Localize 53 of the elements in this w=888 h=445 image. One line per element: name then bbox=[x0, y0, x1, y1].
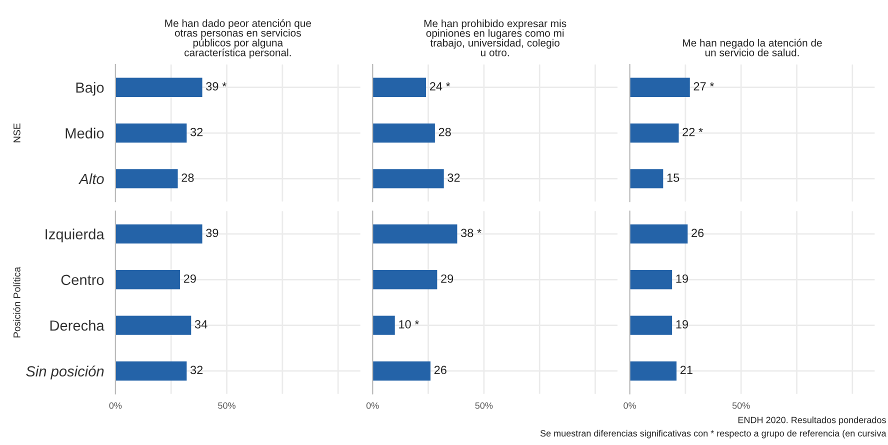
data-label: 32 bbox=[448, 174, 460, 182]
chart-title: Me han dado peor atención que otras personas en servicios públicos por alguna característica personal. bbox=[165, 19, 311, 58]
bar bbox=[115, 224, 202, 244]
data-label: 10 * bbox=[399, 320, 420, 328]
bar bbox=[630, 316, 672, 335]
data-label: 32 bbox=[190, 366, 203, 374]
chart-title: Me han negado la atención de un servicio de salud. bbox=[683, 38, 822, 56]
data-label: 34 bbox=[194, 320, 208, 328]
data-label: 39 * bbox=[206, 82, 226, 91]
data-label: 21 bbox=[680, 366, 692, 374]
data-label: 29 bbox=[184, 274, 196, 283]
y-axis-title: NSE bbox=[13, 123, 20, 142]
y-tick-label: Derecha bbox=[50, 320, 104, 331]
x-tick-label: 0% bbox=[366, 402, 379, 409]
data-label: 15 bbox=[667, 174, 680, 182]
y-tick-label: Sin posición bbox=[26, 366, 104, 380]
data-label: 38 * bbox=[461, 228, 482, 238]
data-label: 32 bbox=[190, 128, 203, 136]
data-label: 39 bbox=[206, 228, 218, 238]
x-tick-label: 0% bbox=[109, 402, 122, 409]
x-tick-label: 50% bbox=[475, 402, 493, 409]
x-tick-label: 50% bbox=[732, 402, 750, 409]
bar bbox=[372, 316, 395, 335]
data-label: 29 bbox=[441, 274, 454, 283]
bar bbox=[630, 224, 688, 244]
text: Se muestran diferencias significativas con * respecto a grupo de referencia (en cursiva bbox=[540, 430, 886, 438]
bar bbox=[630, 361, 677, 381]
y-tick-label: Medio bbox=[66, 128, 104, 138]
data-label: 19 bbox=[676, 274, 688, 283]
bar bbox=[115, 361, 187, 381]
bar bbox=[372, 270, 438, 290]
bar bbox=[115, 316, 192, 335]
chart-title: Me han prohibido expresar mis opiniones en lugares como mi trabajo, universidad, colegio u otro. bbox=[424, 20, 566, 56]
bar bbox=[115, 270, 180, 290]
data-label: 24 * bbox=[430, 82, 450, 90]
y-tick-label: Bajo bbox=[76, 82, 104, 96]
data-label: 28 bbox=[182, 174, 194, 182]
bar bbox=[630, 270, 672, 290]
y-tick-label: Alto bbox=[78, 173, 104, 184]
data-label: 26 bbox=[434, 366, 446, 374]
data-label: 28 bbox=[438, 128, 451, 136]
x-tick-label: 50% bbox=[218, 402, 236, 409]
data-label: 26 bbox=[692, 228, 704, 238]
bar bbox=[372, 224, 458, 244]
bar bbox=[372, 361, 430, 381]
text: ENDH 2020. Resultados ponderados bbox=[738, 416, 886, 425]
y-tick-label: Izquierda bbox=[46, 228, 104, 242]
x-tick-label: 0% bbox=[624, 402, 636, 409]
data-label: 19 bbox=[676, 320, 688, 328]
data-label: 22 * bbox=[682, 128, 703, 136]
y-axis-title: Posición Política bbox=[13, 266, 20, 338]
y-tick-label: Centro bbox=[61, 274, 104, 286]
data-label: 27 * bbox=[694, 82, 714, 90]
